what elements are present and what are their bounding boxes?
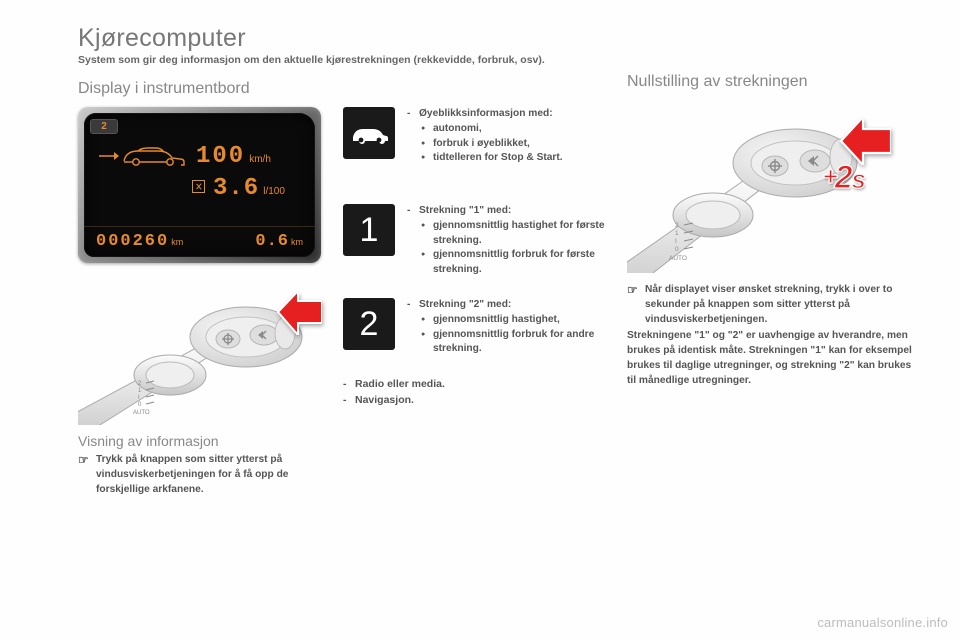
consumption-readout: 3.6 l/100 — [192, 175, 285, 202]
svg-text:2: 2 — [675, 222, 679, 229]
viewing-info-heading: Visning av informasjon — [78, 433, 321, 449]
fuel-consumption-icon — [192, 180, 205, 193]
reset-para-rest: Strekningene "1" og "2" er uavhengige av… — [627, 329, 916, 388]
instrument-display-screen: 2 — [84, 113, 315, 257]
info-block-trip2: 2 Strekning "2" med: gjennomsnittlig has… — [343, 298, 605, 357]
reset-text: Når displayet viser ønsket strekning, tr… — [627, 283, 916, 388]
wiper-stalk-hold-illustration: 21 I0 AUTO — [627, 101, 887, 273]
trip1-item-1: gjennomsnittlig forbruk for første strek… — [407, 248, 605, 278]
consumption-value: 3.6 — [213, 175, 259, 202]
instant-lead: Øyeblikksinformasjon med: — [407, 107, 605, 122]
svg-text:1: 1 — [675, 230, 679, 237]
trip-unit: km — [291, 237, 303, 247]
trip2-item-0: gjennomsnittlig hastighet, — [407, 313, 605, 328]
extra-item-0: Radio eller media. — [343, 377, 605, 393]
trip2-tile-icon: 2 — [343, 298, 395, 350]
car-range-icon — [98, 143, 186, 172]
instant-item-2: tidtelleren for Stop & Start. — [407, 151, 605, 166]
odometer-readout: 000260km — [96, 232, 183, 251]
car-tile-icon — [343, 107, 395, 159]
svg-text:AUTO: AUTO — [669, 255, 687, 262]
trip-value: 0.6 — [255, 232, 289, 251]
wiper-stalk-press-illustration: 21 I0 AUTO — [78, 285, 321, 425]
extra-list: Radio eller media. Navigasjon. — [343, 377, 605, 409]
trip1-item-0: gjennomsnittlig hastighet for første str… — [407, 219, 605, 249]
trip2-lead: Strekning "2" med: — [407, 298, 605, 313]
viewing-info-bullet: Trykk på knappen som sitter ytterst på v… — [78, 453, 321, 497]
trip2-digit: 2 — [360, 305, 379, 344]
speed-unit: km/h — [249, 154, 271, 165]
trip2-item-1: gjennomsnittlig forbruk for andre strekn… — [407, 328, 605, 358]
info-block-trip1: 1 Strekning "1" med: gjennomsnittlig has… — [343, 204, 605, 278]
speed-readout: 100 km/h — [196, 143, 271, 170]
speed-value: 100 — [196, 143, 245, 170]
svg-text:I: I — [675, 238, 677, 245]
trip-readout: 0.6km — [255, 232, 303, 251]
badge-num: 2 — [835, 159, 852, 195]
info-block-instant: Øyeblikksinformasjon med: autonomi, forb… — [343, 107, 605, 166]
instant-item-1: forbruk i øyeblikket, — [407, 137, 605, 152]
viewing-info-text: Trykk på knappen som sitter ytterst på v… — [78, 453, 321, 497]
press-arrow-icon — [276, 293, 322, 335]
reset-para-lead: Når displayet viser ønsket strekning, tr… — [627, 283, 916, 327]
consumption-unit: l/100 — [263, 186, 285, 197]
odometer-unit: km — [171, 237, 183, 247]
svg-text:0: 0 — [138, 402, 142, 408]
badge-s: s — [852, 164, 865, 194]
hold-2s-badge: +2s — [823, 159, 865, 196]
instrument-display: 2 — [78, 107, 321, 263]
extra-item-1: Navigasjon. — [343, 393, 605, 409]
svg-text:0: 0 — [675, 246, 679, 253]
page-title: Kjørecomputer — [78, 24, 916, 53]
watermark: carmanualsonline.info — [817, 615, 948, 630]
page-subtitle: System som gir deg informasjon om den ak… — [78, 54, 916, 66]
odometer-value: 000260 — [96, 232, 169, 251]
instant-item-0: autonomi, — [407, 122, 605, 137]
trip1-tile-icon: 1 — [343, 204, 395, 256]
trip-tab-indicator: 2 — [90, 119, 118, 134]
trip1-lead: Strekning "1" med: — [407, 204, 605, 219]
reset-heading: Nullstilling av strekningen — [627, 73, 916, 91]
svg-text:AUTO: AUTO — [133, 410, 150, 416]
trip1-digit: 1 — [360, 211, 379, 250]
